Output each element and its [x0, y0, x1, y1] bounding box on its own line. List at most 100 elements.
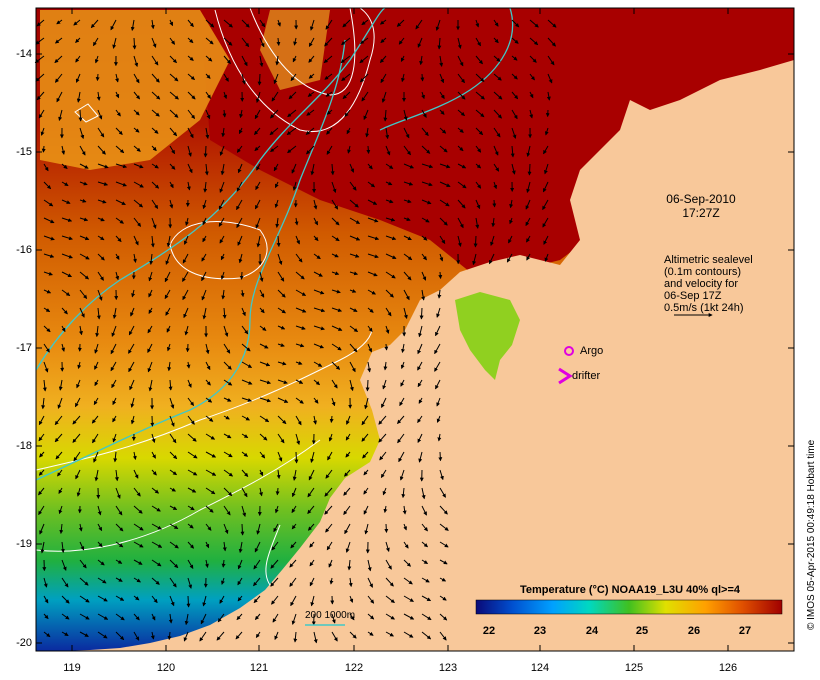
lat-label: -14 — [16, 48, 32, 60]
velocity-arrow — [58, 379, 63, 391]
velocity-arrow — [457, 127, 464, 133]
velocity-arrow — [542, 199, 549, 211]
velocity-arrow — [326, 145, 333, 155]
velocity-arrow — [294, 451, 299, 464]
velocity-arrow — [544, 163, 549, 175]
velocity-arrow — [183, 631, 189, 642]
velocity-arrow — [241, 361, 253, 368]
velocity-arrow — [169, 505, 178, 511]
velocity-arrow — [205, 541, 210, 549]
velocity-arrow — [526, 181, 531, 194]
velocity-arrow — [79, 559, 87, 569]
altimetry-legend-line: Altimetric sealevel — [664, 254, 753, 266]
velocity-arrow — [326, 109, 333, 115]
velocity-arrow — [287, 109, 297, 118]
velocity-arrow — [439, 631, 447, 641]
velocity-arrow — [493, 145, 499, 156]
velocity-arrow — [403, 541, 409, 549]
velocity-arrow — [218, 199, 225, 210]
velocity-arrow — [529, 55, 537, 63]
velocity-arrow — [182, 253, 189, 264]
inlet — [455, 292, 520, 380]
velocity-arrow — [295, 235, 300, 245]
velocity-arrow — [58, 487, 63, 494]
velocity-arrow — [403, 307, 408, 320]
velocity-arrow — [216, 631, 225, 641]
velocity-arrow — [79, 307, 85, 318]
colorbar-tick: 26 — [687, 625, 701, 637]
velocity-arrow — [43, 325, 51, 333]
velocity-arrow — [97, 577, 107, 584]
velocity-arrow — [205, 415, 214, 422]
velocity-arrow — [241, 397, 252, 402]
velocity-arrow — [97, 271, 104, 281]
velocity-arrow — [367, 307, 374, 313]
velocity-arrow — [94, 55, 99, 64]
velocity-arrow — [187, 469, 198, 476]
velocity-arrow — [421, 181, 433, 187]
velocity-arrow — [295, 289, 307, 296]
velocity-arrow — [403, 145, 411, 156]
velocity-arrow — [421, 217, 430, 223]
velocity-arrow — [38, 433, 45, 442]
velocity-arrow — [61, 343, 66, 352]
velocity-arrow — [96, 307, 101, 320]
velocity-arrow — [289, 559, 297, 568]
velocity-arrow — [220, 271, 225, 280]
velocity-arrow — [493, 55, 501, 62]
velocity-arrow — [363, 109, 369, 121]
velocity-arrow — [529, 91, 534, 99]
velocity-arrow — [133, 145, 141, 152]
velocity-arrow — [331, 307, 343, 313]
velocity-arrow — [38, 505, 45, 516]
lon-label: 123 — [438, 662, 458, 674]
velocity-arrow — [169, 91, 179, 100]
velocity-arrow — [382, 379, 387, 390]
velocity-arrow — [255, 181, 261, 191]
velocity-arrow — [169, 487, 176, 492]
velocity-arrow — [201, 289, 207, 301]
colorbar-tick: 24 — [585, 625, 599, 637]
velocity-arrow — [203, 181, 208, 193]
velocity-arrow — [79, 541, 85, 551]
velocity-arrow — [381, 91, 387, 103]
velocity-arrow — [75, 73, 81, 83]
velocity-arrow — [417, 343, 423, 355]
lon-label: 121 — [249, 662, 269, 674]
colorbar-tick: 27 — [738, 625, 752, 637]
velocity-arrow — [205, 37, 214, 45]
velocity-arrow — [75, 469, 81, 480]
velocity-arrow — [240, 523, 245, 536]
velocity-arrow — [367, 271, 378, 277]
velocity-arrow — [167, 361, 172, 372]
velocity-arrow — [493, 181, 498, 190]
velocity-arrow — [472, 253, 477, 266]
velocity-arrow — [132, 451, 137, 461]
velocity-arrow — [295, 379, 304, 384]
velocity-arrow — [310, 595, 315, 607]
velocity-arrow — [241, 325, 249, 335]
velocity-arrow — [185, 343, 190, 353]
velocity-arrow — [151, 523, 162, 530]
velocity-arrow — [488, 253, 495, 265]
velocity-arrow — [324, 73, 333, 80]
velocity-arrow — [475, 91, 485, 100]
velocity-arrow — [475, 55, 483, 65]
velocity-arrow — [205, 505, 214, 513]
velocity-arrow — [274, 505, 279, 514]
velocity-arrow — [61, 325, 66, 333]
velocity-arrow — [419, 55, 424, 66]
velocity-arrow — [421, 577, 430, 583]
velocity-arrow — [270, 577, 279, 587]
velocity-arrow — [403, 289, 410, 301]
velocity-arrow — [115, 271, 120, 281]
velocity-arrow — [61, 199, 71, 204]
velocity-arrow — [199, 631, 207, 642]
velocity-arrow — [61, 235, 73, 241]
velocity-arrow — [222, 541, 227, 552]
velocity-arrow — [367, 163, 373, 170]
velocity-arrow — [115, 199, 126, 206]
velocity-arrow — [112, 433, 117, 443]
velocity-arrow — [421, 613, 432, 621]
velocity-arrow — [379, 451, 387, 461]
